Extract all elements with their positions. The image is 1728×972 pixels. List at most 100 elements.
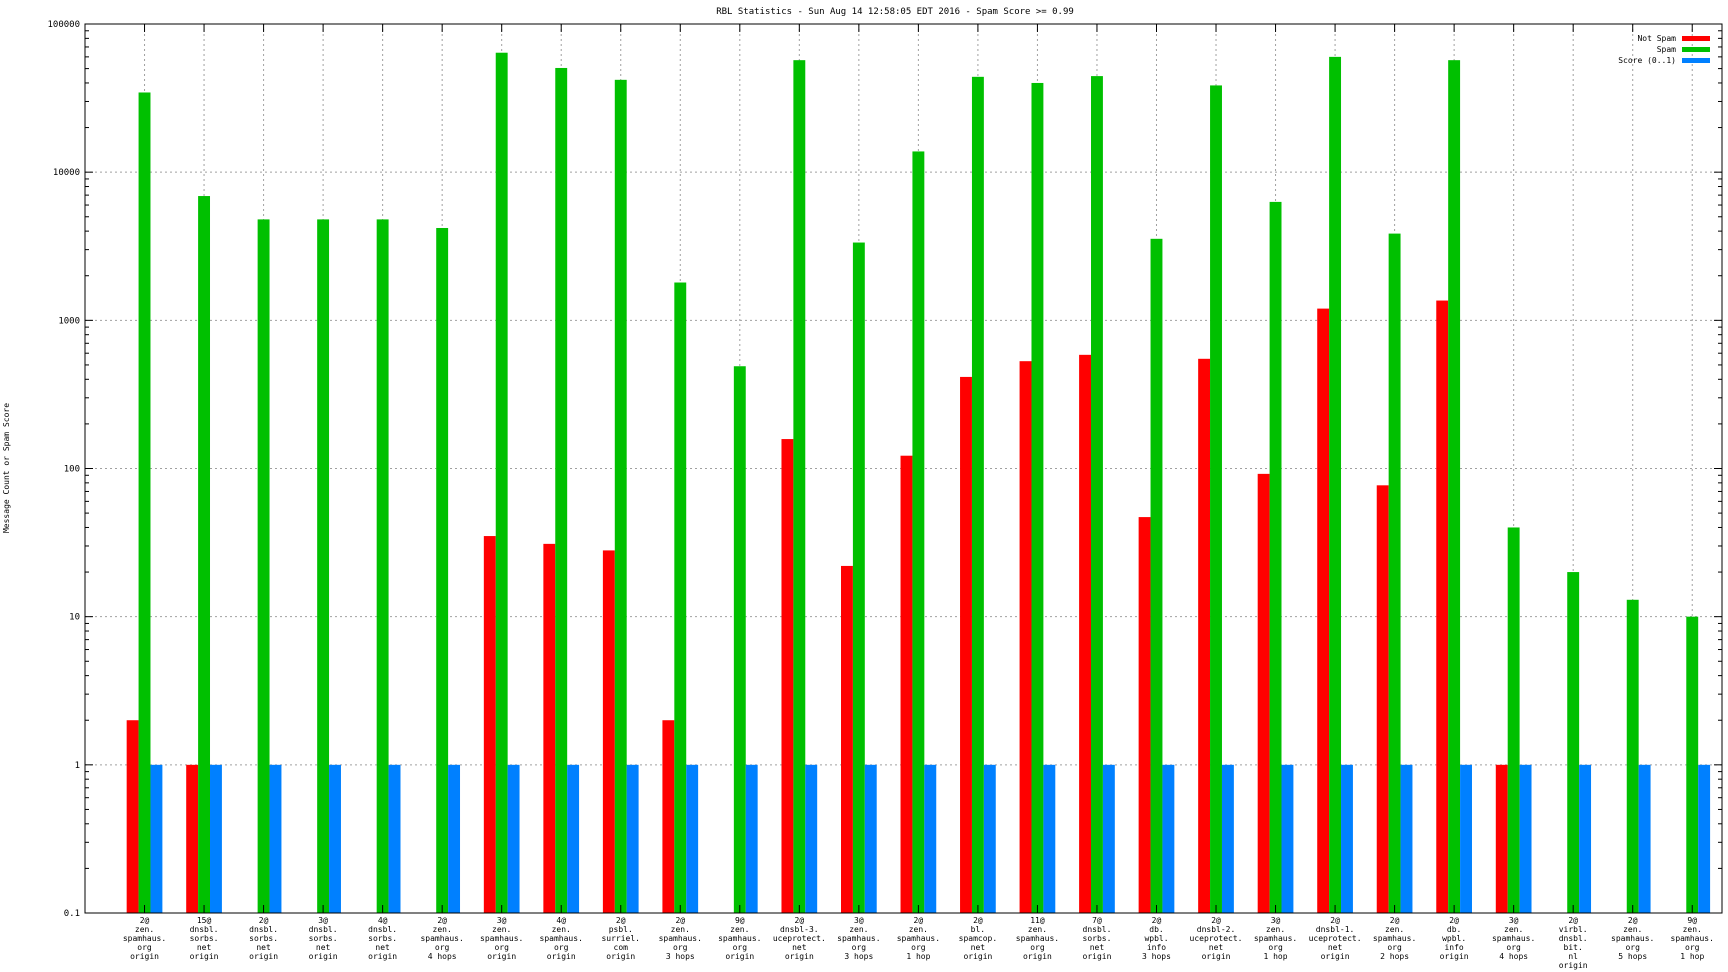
bar-score-0-1 bbox=[448, 764, 461, 913]
bar-score-0-1 bbox=[1043, 764, 1056, 913]
bar-spam bbox=[317, 219, 330, 913]
bar-not-spam bbox=[602, 550, 615, 913]
bar-spam bbox=[1626, 599, 1639, 913]
bar-spam bbox=[257, 219, 270, 913]
x-tick-label: 2@ zen. spamhaus. org 5 hops bbox=[1611, 916, 1654, 961]
x-tick-labels: 2@ zen. spamhaus. org origin 15@ dnsbl. sorbs. n… bbox=[123, 916, 1714, 970]
x-tick-label: 7@ dnsbl. sorbs. net origin bbox=[1083, 916, 1112, 961]
x-tick-label: 4@ zen. spamhaus. org origin bbox=[540, 916, 583, 961]
x-tick-label: 2@ zen. spamhaus. org 4 hops bbox=[420, 916, 463, 961]
bar-spam bbox=[376, 219, 389, 913]
bar-score-0-1 bbox=[745, 764, 758, 913]
bar-not-spam bbox=[1079, 354, 1092, 913]
bar-spam bbox=[852, 242, 865, 914]
y-axis-label: Message Count or Spam Score bbox=[2, 403, 11, 533]
x-tick-label: 3@ zen. spamhaus. org 1 hop bbox=[1254, 916, 1297, 961]
bar-spam bbox=[614, 79, 627, 913]
bar-not-spam bbox=[1376, 485, 1389, 913]
chart-title: RBL Statistics - Sun Aug 14 12:58:05 EDT… bbox=[716, 7, 1074, 17]
x-tick-label: 2@ zen. spamhaus. org origin bbox=[123, 916, 166, 961]
legend: Not Spam Spam Score (0..1) bbox=[1618, 34, 1710, 65]
bar-score-0-1 bbox=[1221, 764, 1234, 913]
bar-score-0-1 bbox=[1281, 764, 1294, 913]
legend-label: Not Spam bbox=[1637, 34, 1676, 43]
bar-score-0-1 bbox=[1400, 764, 1413, 913]
legend-label: Score (0..1) bbox=[1618, 56, 1676, 65]
bar-score-0-1 bbox=[567, 764, 580, 913]
y-tick-label: 100000 bbox=[47, 20, 80, 30]
x-tick-label: 3@ zen. spamhaus. org 4 hops bbox=[1492, 916, 1535, 961]
bar-not-spam bbox=[960, 376, 972, 913]
bar-score-0-1 bbox=[1460, 764, 1472, 913]
x-tick-label: 9@ zen. spamhaus. org origin bbox=[718, 916, 761, 961]
bar-spam bbox=[1031, 82, 1044, 914]
bar-score-0-1 bbox=[805, 764, 818, 913]
bar-score-0-1 bbox=[983, 764, 996, 913]
bar-score-0-1 bbox=[1638, 764, 1651, 913]
bar-spam bbox=[436, 227, 449, 914]
bar-spam bbox=[198, 196, 211, 914]
bar-not-spam bbox=[1436, 300, 1449, 913]
bar-spam bbox=[1686, 616, 1699, 913]
y-tick-label: 0.1 bbox=[64, 909, 80, 919]
bar-not-spam bbox=[543, 543, 556, 913]
bar-score-0-1 bbox=[686, 764, 699, 913]
x-tick-label: 2@ dnsbl-2. uceprotect. net origin bbox=[1190, 916, 1243, 961]
legend-swatch bbox=[1682, 47, 1710, 52]
bar-not-spam bbox=[840, 565, 853, 913]
bars-layer bbox=[126, 52, 1711, 914]
bar-spam bbox=[555, 67, 568, 913]
legend-swatch bbox=[1682, 58, 1710, 63]
x-tick-label: 2@ zen. spamhaus. org 1 hop bbox=[897, 916, 940, 961]
bar-not-spam bbox=[126, 720, 139, 913]
bar-not-spam bbox=[186, 764, 199, 913]
bar-spam bbox=[1269, 201, 1282, 913]
x-tick-label: 11@ zen. spamhaus. org origin bbox=[1016, 916, 1059, 961]
bar-score-0-1 bbox=[1698, 764, 1711, 913]
bar-score-0-1 bbox=[388, 764, 401, 913]
x-tick-label: 2@ db. wpbl. info origin bbox=[1440, 916, 1469, 961]
y-tick-label: 10 bbox=[69, 613, 80, 623]
bar-score-0-1 bbox=[1341, 764, 1353, 913]
bar-spam bbox=[1091, 76, 1103, 914]
bar-score-0-1 bbox=[924, 764, 937, 913]
x-tick-label: 2@ db. wpbl. info 3 hops bbox=[1142, 916, 1171, 961]
y-tick-label: 10000 bbox=[53, 168, 80, 178]
bar-score-0-1 bbox=[1519, 764, 1532, 913]
bar-not-spam bbox=[483, 536, 496, 913]
bar-spam bbox=[1388, 233, 1401, 913]
bar-not-spam bbox=[781, 439, 794, 913]
bar-spam bbox=[1329, 56, 1342, 913]
bar-score-0-1 bbox=[150, 764, 163, 913]
bar-not-spam bbox=[1495, 764, 1508, 913]
x-tick-label: 2@ dnsbl-3. uceprotect. net origin bbox=[773, 916, 826, 961]
bar-spam bbox=[733, 366, 746, 913]
bar-score-0-1 bbox=[269, 764, 282, 913]
bar-spam bbox=[1567, 572, 1580, 913]
bar-spam bbox=[495, 52, 508, 914]
bar-spam bbox=[138, 92, 151, 914]
bar-spam bbox=[793, 60, 806, 914]
x-tick-label: 2@ zen. spamhaus. org 3 hops bbox=[659, 916, 702, 961]
bar-spam bbox=[674, 282, 687, 913]
x-tick-label: 3@ zen. spamhaus. org 3 hops bbox=[837, 916, 880, 961]
x-tick-label: 2@ dnsbl-1. uceprotect. net origin bbox=[1309, 916, 1362, 961]
x-tick-label: 3@ dnsbl. sorbs. net origin bbox=[309, 916, 338, 961]
bar-score-0-1 bbox=[864, 764, 877, 913]
bar-spam bbox=[1150, 238, 1163, 913]
x-tick-label: 2@ virbl. dnsbl. bit. nl origin bbox=[1559, 916, 1588, 970]
x-tick-label: 15@ dnsbl. sorbs. net origin bbox=[190, 916, 219, 961]
bar-spam bbox=[912, 151, 925, 913]
ticks-layer: 0.1 1 10 100 1000 10000 100000 bbox=[47, 20, 1722, 919]
bar-not-spam bbox=[1317, 308, 1330, 913]
x-tick-label: 2@ dnsbl. sorbs. net origin bbox=[249, 916, 278, 961]
bar-score-0-1 bbox=[1579, 764, 1592, 913]
y-tick-label: 100 bbox=[64, 465, 80, 475]
bar-score-0-1 bbox=[626, 764, 639, 913]
bar-spam bbox=[1210, 85, 1222, 913]
bar-score-0-1 bbox=[507, 764, 520, 913]
bar-not-spam bbox=[1257, 473, 1270, 913]
x-tick-label: 9@ zen. spamhaus. org 1 hop bbox=[1671, 916, 1714, 961]
x-tick-label: 4@ dnsbl. sorbs. net origin bbox=[368, 916, 397, 961]
